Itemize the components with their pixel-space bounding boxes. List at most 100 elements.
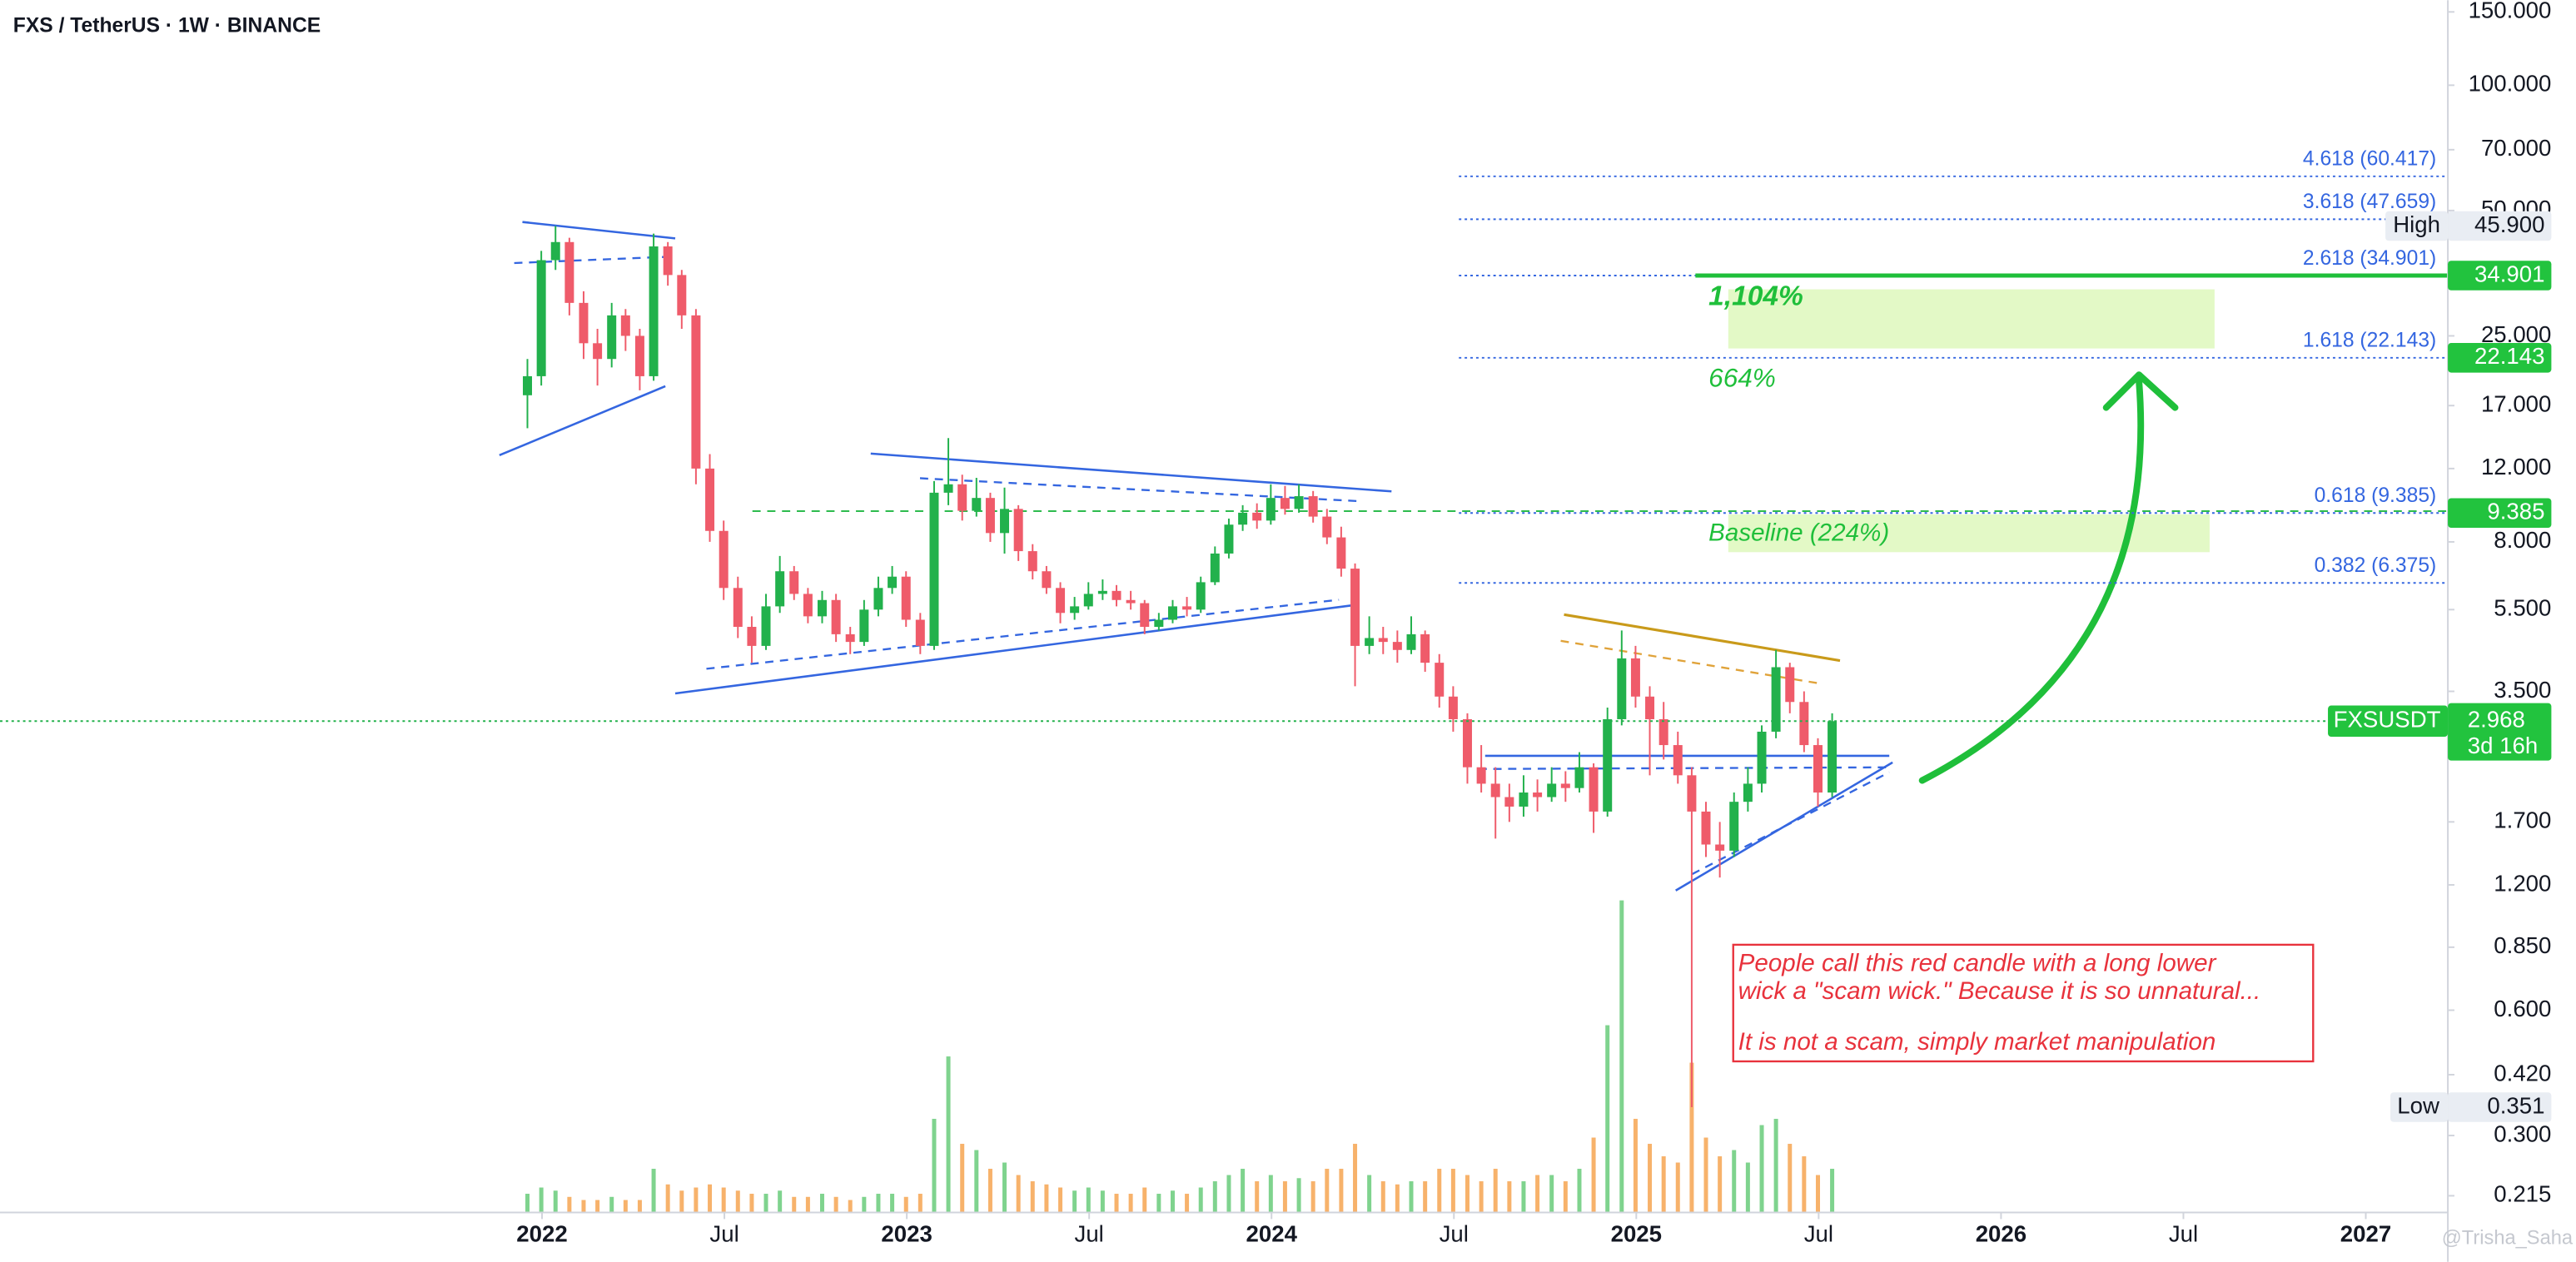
x-tick-label: Jul: [2169, 1220, 2198, 1246]
volume-bar: [581, 1200, 586, 1213]
volume-bar: [1353, 1144, 1358, 1213]
volume-bar: [1170, 1190, 1175, 1213]
volume-bar: [735, 1190, 740, 1213]
arrow: [1918, 378, 2145, 784]
volume-bar: [651, 1169, 656, 1213]
volume-bar: [1128, 1194, 1133, 1213]
candle-body: [1435, 663, 1445, 697]
volume-bar: [1648, 1144, 1653, 1213]
candle-body: [1757, 731, 1767, 784]
y-tick-label: 0.600: [2494, 996, 2551, 1021]
volume-bar: [1423, 1181, 1428, 1213]
volume-bar: [1030, 1181, 1035, 1213]
volume-bar: [525, 1194, 530, 1213]
candle-body: [957, 484, 967, 511]
volume-bar: [1605, 1025, 1610, 1213]
candle-body: [691, 315, 701, 469]
candle-body: [1224, 524, 1234, 554]
countdown: 3d 16h: [2468, 733, 2538, 758]
candle-body: [1210, 553, 1220, 583]
candle-body: [1083, 594, 1093, 607]
candle-body: [1308, 496, 1318, 517]
gain-label: 1,104%: [1708, 281, 1803, 311]
x-tick-label: 2024: [1246, 1220, 1298, 1246]
fib-label: 1.618 (22.143): [2303, 330, 2436, 352]
volume-bar: [708, 1184, 713, 1213]
candle-body: [985, 498, 995, 534]
volume-bar: [763, 1194, 768, 1213]
volume-bar: [792, 1196, 797, 1213]
volume-bar: [1718, 1156, 1723, 1213]
candle-body: [1771, 667, 1781, 732]
volume-bar: [567, 1196, 572, 1213]
candle-body: [677, 275, 687, 316]
y-tick-label: 25.000: [2481, 321, 2551, 347]
candle-body: [1013, 509, 1023, 552]
trendline: [1691, 771, 1890, 876]
volume-bar: [1689, 1062, 1694, 1213]
y-tick-label: 1.200: [2494, 870, 2551, 896]
volume-bar: [609, 1196, 614, 1213]
price-tag-box: [2448, 498, 2552, 529]
candle-body: [1743, 783, 1753, 802]
candle-body: [1533, 792, 1543, 797]
volume-bar: [1577, 1169, 1582, 1213]
candle-layer: [522, 226, 1838, 1107]
target-zone: [1728, 289, 2215, 349]
volume-bar: [1198, 1187, 1203, 1213]
volume-bar: [876, 1194, 881, 1213]
volume-bar: [918, 1194, 922, 1213]
y-tick-label: 0.215: [2494, 1181, 2551, 1207]
y-tick-label: 70.000: [2481, 135, 2551, 161]
candle-body: [1574, 767, 1584, 788]
volume-bar: [1226, 1175, 1231, 1213]
low-value: 0.351: [2487, 1092, 2544, 1118]
volume-bar: [1633, 1119, 1638, 1213]
volume-bar: [819, 1194, 824, 1213]
volume-bar: [1395, 1184, 1400, 1213]
volume-bar: [1100, 1190, 1105, 1213]
y-tick-label: 150.000: [2469, 0, 2552, 23]
watermark: @Trisha_Saha: [2442, 1227, 2574, 1249]
y-tick-label: 3.500: [2494, 677, 2551, 703]
candle-body: [929, 492, 939, 646]
volume-bar: [1437, 1169, 1442, 1213]
y-tick-label: 12.000: [2481, 454, 2551, 479]
volume-bar: [1002, 1162, 1007, 1213]
last-price: 2.968: [2468, 707, 2525, 733]
candle-body: [733, 588, 743, 628]
candle-body: [1630, 658, 1640, 697]
note-text: People call this red candle with a long …: [1738, 949, 2217, 976]
candle-body: [1462, 718, 1472, 768]
volume-bar: [1479, 1181, 1484, 1213]
x-tick-label: Jul: [1804, 1220, 1833, 1246]
volume-layer: [525, 900, 1835, 1213]
candle-body: [831, 599, 841, 634]
volume-bar: [721, 1187, 726, 1213]
candle-body: [1070, 606, 1080, 614]
volume-bar: [833, 1196, 838, 1213]
candle-body: [803, 594, 813, 617]
candle-body: [1365, 638, 1375, 646]
volume-bar: [903, 1196, 908, 1213]
volume-bar: [1815, 1175, 1820, 1213]
volume-bar: [1591, 1137, 1596, 1213]
volume-bar: [1072, 1190, 1077, 1213]
volume-bar: [1255, 1181, 1260, 1213]
note-text: It is not a scam, simply market manipula…: [1738, 1028, 2216, 1056]
candle-body: [663, 246, 673, 276]
volume-bar: [1563, 1181, 1568, 1213]
candle-body: [1504, 797, 1514, 807]
volume-bar: [1241, 1169, 1246, 1213]
baseline-label: Baseline (224%): [1708, 519, 1889, 546]
volume-bar: [890, 1194, 895, 1213]
volume-bar: [1732, 1150, 1737, 1213]
price-tags: 34.901 22.143 9.385 High 45.900 Low 0.351 FXSUS…: [2328, 211, 2552, 1122]
volume-bar: [1409, 1181, 1414, 1213]
note-box: [1732, 943, 2315, 1063]
price-tag: 9.385: [2487, 499, 2544, 524]
candle-body: [817, 599, 827, 617]
volume-bar: [960, 1144, 965, 1213]
y-tick-label: 0.420: [2494, 1060, 2551, 1086]
